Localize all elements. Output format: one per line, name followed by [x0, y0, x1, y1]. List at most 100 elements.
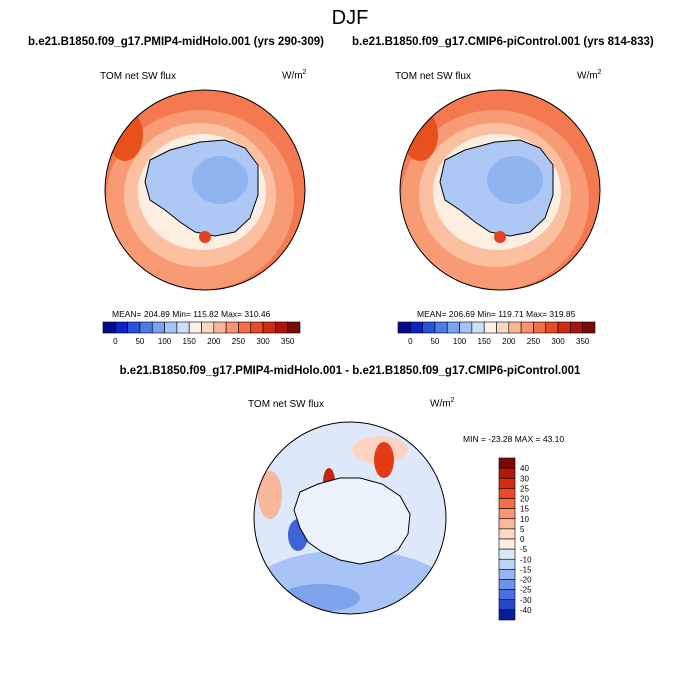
figure-title: DJF: [331, 7, 369, 29]
colorbar-swatch: [459, 321, 473, 334]
colorbar-tick-label: 300: [256, 337, 270, 346]
right-variable-label: TOM net SW flux: [395, 71, 471, 82]
colorbar-swatch: [498, 518, 516, 530]
colorbar-swatch: [570, 321, 583, 334]
colorbar-tick-label: 250: [527, 337, 541, 346]
colorbar-tick-label: 50: [135, 337, 144, 346]
colorbar-swatch: [471, 321, 485, 334]
colorbar-swatch: [422, 321, 436, 334]
colorbar-tick-label: -30: [520, 596, 532, 605]
colorbar-swatch: [498, 467, 516, 479]
colorbar-swatch: [498, 477, 516, 489]
colorbar-tick-label: 100: [158, 337, 172, 346]
colorbar-swatch: [164, 321, 178, 334]
colorbar-tick-label: 200: [502, 337, 516, 346]
colorbar-tick-label: 0: [113, 337, 118, 346]
colorbar-tick-label: 300: [551, 337, 565, 346]
left-map-outline: [104, 89, 306, 291]
left-map-interior: [192, 156, 248, 204]
diff-map-outline: [253, 421, 447, 615]
colorbar-swatch: [151, 321, 165, 334]
colorbar-tick-label: 20: [520, 495, 529, 504]
diff-map: [254, 422, 446, 614]
right-stats: MEAN= 206.69 Min= 119.71 Max= 319.85: [417, 309, 576, 319]
colorbar-tick-label: 30: [520, 474, 529, 483]
left-map: [105, 90, 305, 290]
colorbar-swatch: [520, 321, 534, 334]
colorbar-swatch: [498, 457, 516, 469]
colorbar-tick-label: -10: [520, 555, 532, 564]
colorbar-tick-label: 250: [232, 337, 246, 346]
colorbar-swatch: [446, 321, 460, 334]
diff-stats: MIN = -23.28 MAX = 43.10: [463, 434, 565, 444]
colorbar-tick-label: 15: [520, 505, 529, 514]
colorbar-swatch: [498, 538, 516, 550]
colorbar-tick-label: 10: [520, 515, 529, 524]
diff-title: b.e21.B1850.f09_g17.PMIP4-midHolo.001 - …: [119, 365, 581, 377]
colorbar-swatch: [287, 321, 301, 334]
colorbar-swatch: [238, 321, 252, 334]
colorbar-swatch: [498, 599, 516, 611]
diff-variable-label: TOM net SW flux: [248, 399, 324, 410]
colorbar-swatch: [498, 589, 516, 601]
colorbar-swatch: [115, 321, 128, 334]
diff-map-west-warm: [258, 471, 282, 519]
colorbar-tick-label: -20: [520, 576, 532, 585]
colorbar-swatch: [397, 321, 411, 334]
colorbar-swatch: [102, 321, 116, 334]
colorbar-swatch: [498, 558, 516, 570]
colorbar-swatch: [533, 321, 547, 334]
colorbar-swatch: [225, 321, 239, 334]
colorbar-swatch: [434, 321, 448, 334]
right-map-ross-spot: [494, 231, 506, 243]
colorbar-swatch: [557, 321, 571, 334]
colorbar-swatch: [262, 321, 276, 334]
left-units-label: W/m2: [282, 69, 307, 82]
colorbar-swatch: [498, 569, 516, 580]
diff-map-weddell-peak: [374, 442, 394, 478]
colorbar-swatch: [188, 321, 202, 334]
colorbar-swatch: [201, 321, 215, 334]
right-map-interior: [487, 156, 543, 204]
colorbar-swatch: [508, 321, 522, 334]
right-colorbar: 0 50 100 150 200 250 300 350: [397, 321, 596, 346]
colorbar-swatch: [127, 321, 141, 334]
diff-map-south-patch: [280, 584, 360, 612]
left-stats: MEAN= 204.89 Min= 115.82 Max= 310.46: [112, 309, 271, 319]
colorbar-tick-label: 40: [520, 464, 529, 473]
colorbar-tick-label: 0: [408, 337, 413, 346]
colorbar-tick-label: 100: [453, 337, 467, 346]
colorbar-swatch: [275, 321, 288, 334]
colorbar-swatch: [498, 528, 516, 540]
colorbar-swatch: [498, 498, 516, 509]
colorbar-tick-label: 350: [281, 337, 295, 346]
left-map-ross-spot: [199, 231, 211, 243]
diff-map-antarctica: [293, 477, 411, 565]
colorbar-swatch: [498, 508, 516, 520]
colorbar-swatch: [250, 321, 264, 334]
colorbar-swatch: [498, 548, 516, 560]
colorbar-swatch: [545, 321, 559, 334]
colorbar-tick-label: -15: [520, 565, 532, 574]
colorbar-tick-label: 150: [478, 337, 492, 346]
left-variable-label: TOM net SW flux: [100, 71, 176, 82]
colorbar-swatch: [139, 321, 153, 334]
colorbar-tick-label: -5: [520, 545, 528, 554]
colorbar-swatch: [498, 609, 516, 621]
colorbar-swatch: [498, 579, 516, 590]
colorbar-tick-label: -25: [520, 586, 532, 595]
right-map-outline: [399, 89, 601, 291]
colorbar-tick-label: 200: [207, 337, 221, 346]
colorbar-swatch: [498, 488, 516, 499]
right-subtitle: b.e21.B1850.f09_g17.CMIP6-piControl.001 …: [352, 36, 654, 48]
colorbar-tick-label: 150: [183, 337, 197, 346]
colorbar-tick-label: -40: [520, 606, 532, 615]
colorbar-swatch: [582, 321, 596, 334]
colorbar-swatch: [213, 321, 227, 334]
right-units-label: W/m2: [577, 69, 602, 82]
colorbar-tick-label: 50: [430, 337, 439, 346]
right-map: [400, 90, 600, 290]
colorbar-swatch: [176, 321, 190, 334]
